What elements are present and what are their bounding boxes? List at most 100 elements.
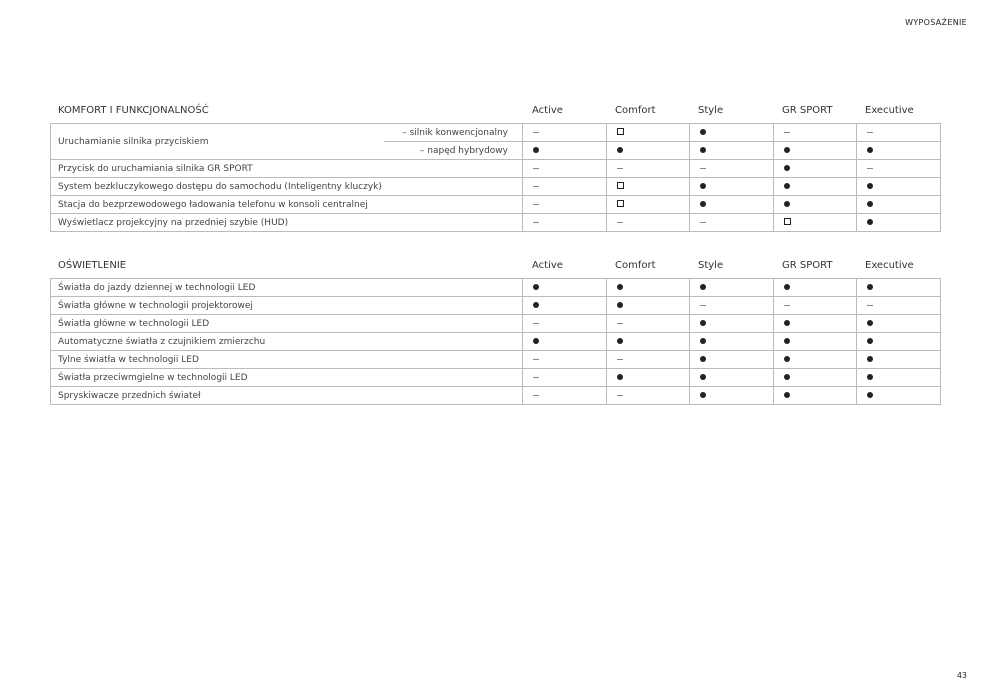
availability-cell: [773, 195, 857, 214]
standard-dot-icon: [867, 200, 873, 207]
availability-cell: [689, 332, 775, 351]
feature-table: Uruchamianie silnika przyciskiem – silnik…: [50, 123, 941, 232]
standard-dot-icon: [867, 373, 874, 380]
standard-dot-icon: [784, 373, 791, 380]
column-header: Comfort: [615, 105, 656, 116]
availability-cell: [606, 159, 690, 178]
availability-cell: [522, 177, 607, 196]
column-header: GR SPORT: [782, 260, 833, 271]
availability-cell: [856, 123, 941, 142]
not-available-dash-icon: [533, 322, 540, 324]
standard-dot-icon: [700, 337, 707, 344]
not-available-dash-icon: [533, 203, 539, 205]
availability-cell: [522, 159, 607, 178]
table-row: Światła do jazdy dziennej w technologii …: [49, 278, 942, 297]
availability-cell: [689, 213, 774, 232]
column-header: Active: [532, 260, 563, 271]
option-square-icon: [617, 127, 624, 135]
not-available-dash-icon: [867, 304, 874, 306]
standard-dot-icon: [700, 182, 706, 189]
standard-dot-icon: [784, 391, 791, 398]
feature-label: Stacja do bezprzewodowego ładowania tele…: [50, 195, 523, 214]
standard-dot-icon: [784, 355, 791, 362]
standard-dot-icon: [784, 283, 791, 290]
availability-cell: [773, 386, 858, 405]
table-row: Światła główne w technologii LED: [49, 314, 942, 333]
availability-cell: [856, 296, 942, 315]
standard-dot-icon: [700, 373, 707, 380]
feature-table: Światła do jazdy dziennej w technologii …: [49, 278, 942, 405]
column-header: Style: [698, 260, 724, 271]
standard-dot-icon: [700, 146, 706, 153]
standard-dot-icon: [867, 146, 873, 153]
table-row: Wyświetlacz projekcyjny na przedniej szy…: [50, 213, 941, 232]
not-available-dash-icon: [533, 358, 540, 360]
standard-dot-icon: [784, 146, 790, 153]
feature-label: Przycisk do uruchamiania silnika GR SPOR…: [50, 159, 523, 178]
not-available-dash-icon: [784, 304, 791, 306]
not-available-dash-icon: [617, 221, 623, 223]
availability-cell: [606, 314, 691, 333]
availability-cell: [606, 213, 690, 232]
not-available-dash-icon: [533, 221, 539, 223]
table-row: System bezkluczykowego dostępu do samoch…: [50, 177, 941, 196]
table-row: Światła przeciwmgielne w technologii LED: [49, 368, 942, 387]
standard-dot-icon: [700, 128, 706, 135]
availability-cell: [773, 123, 857, 142]
availability-cell: [773, 368, 858, 387]
availability-cell: [773, 141, 857, 160]
table-row: Tylne światła w technologii LED: [49, 350, 942, 369]
standard-dot-icon: [784, 200, 790, 207]
availability-cell: [856, 177, 941, 196]
standard-dot-icon: [533, 146, 539, 153]
not-available-dash-icon: [533, 131, 539, 133]
availability-cell: [522, 195, 607, 214]
availability-cell: [773, 159, 857, 178]
standard-dot-icon: [867, 218, 873, 225]
column-header: Style: [698, 105, 724, 116]
availability-cell: [689, 368, 775, 387]
availability-cell: [606, 296, 691, 315]
section-title: KOMFORT I FUNKCJONALNOŚĆ: [58, 105, 209, 116]
standard-dot-icon: [867, 283, 874, 290]
availability-cell: [856, 350, 942, 369]
not-available-dash-icon: [700, 221, 706, 223]
availability-cell: [606, 123, 690, 142]
availability-cell: [522, 141, 607, 160]
standard-dot-icon: [784, 182, 790, 189]
option-square-icon: [617, 181, 624, 189]
availability-cell: [606, 141, 690, 160]
availability-cell: [856, 386, 942, 405]
standard-dot-icon: [533, 337, 540, 344]
standard-dot-icon: [700, 319, 707, 326]
feature-label: Spryskiwacze przednich świateł: [49, 386, 524, 405]
not-available-dash-icon: [533, 394, 540, 396]
not-available-dash-icon: [533, 185, 539, 187]
availability-cell: [606, 195, 690, 214]
comfort-section: KOMFORT I FUNKCJONALNOŚĆ Active Comfort Sty…: [50, 105, 941, 232]
standard-dot-icon: [533, 301, 540, 308]
feature-label: Światła przeciwmgielne w technologii LED: [49, 368, 524, 387]
section-title: OŚWIETLENIE: [58, 260, 127, 271]
availability-cell: [856, 314, 942, 333]
availability-cell: [522, 278, 608, 297]
column-header: Executive: [865, 105, 914, 116]
availability-cell: [606, 368, 691, 387]
availability-cell: [606, 332, 691, 351]
availability-cell: [689, 159, 774, 178]
feature-label: Światła główne w technologii LED: [49, 314, 524, 333]
not-available-dash-icon: [784, 131, 790, 133]
table-row: Światła główne w technologii projektorow…: [49, 296, 942, 315]
feature-label: Automatyczne światła z czujnikiem zmierz…: [49, 332, 524, 351]
lighting-section: OŚWIETLENIE Active Comfort Style GR SPORT Exe…: [49, 260, 942, 405]
availability-cell: [773, 314, 858, 333]
standard-dot-icon: [617, 301, 624, 308]
standard-dot-icon: [784, 319, 791, 326]
section-heading-row: KOMFORT I FUNKCJONALNOŚĆ Active Comfort Sty…: [50, 105, 940, 117]
column-header: Comfort: [615, 260, 656, 271]
feature-label: Uruchamianie silnika przyciskiem: [50, 123, 384, 160]
standard-dot-icon: [784, 164, 790, 171]
standard-dot-icon: [700, 283, 707, 290]
availability-cell: [606, 177, 690, 196]
feature-label: Światła główne w technologii projektorow…: [49, 296, 524, 315]
